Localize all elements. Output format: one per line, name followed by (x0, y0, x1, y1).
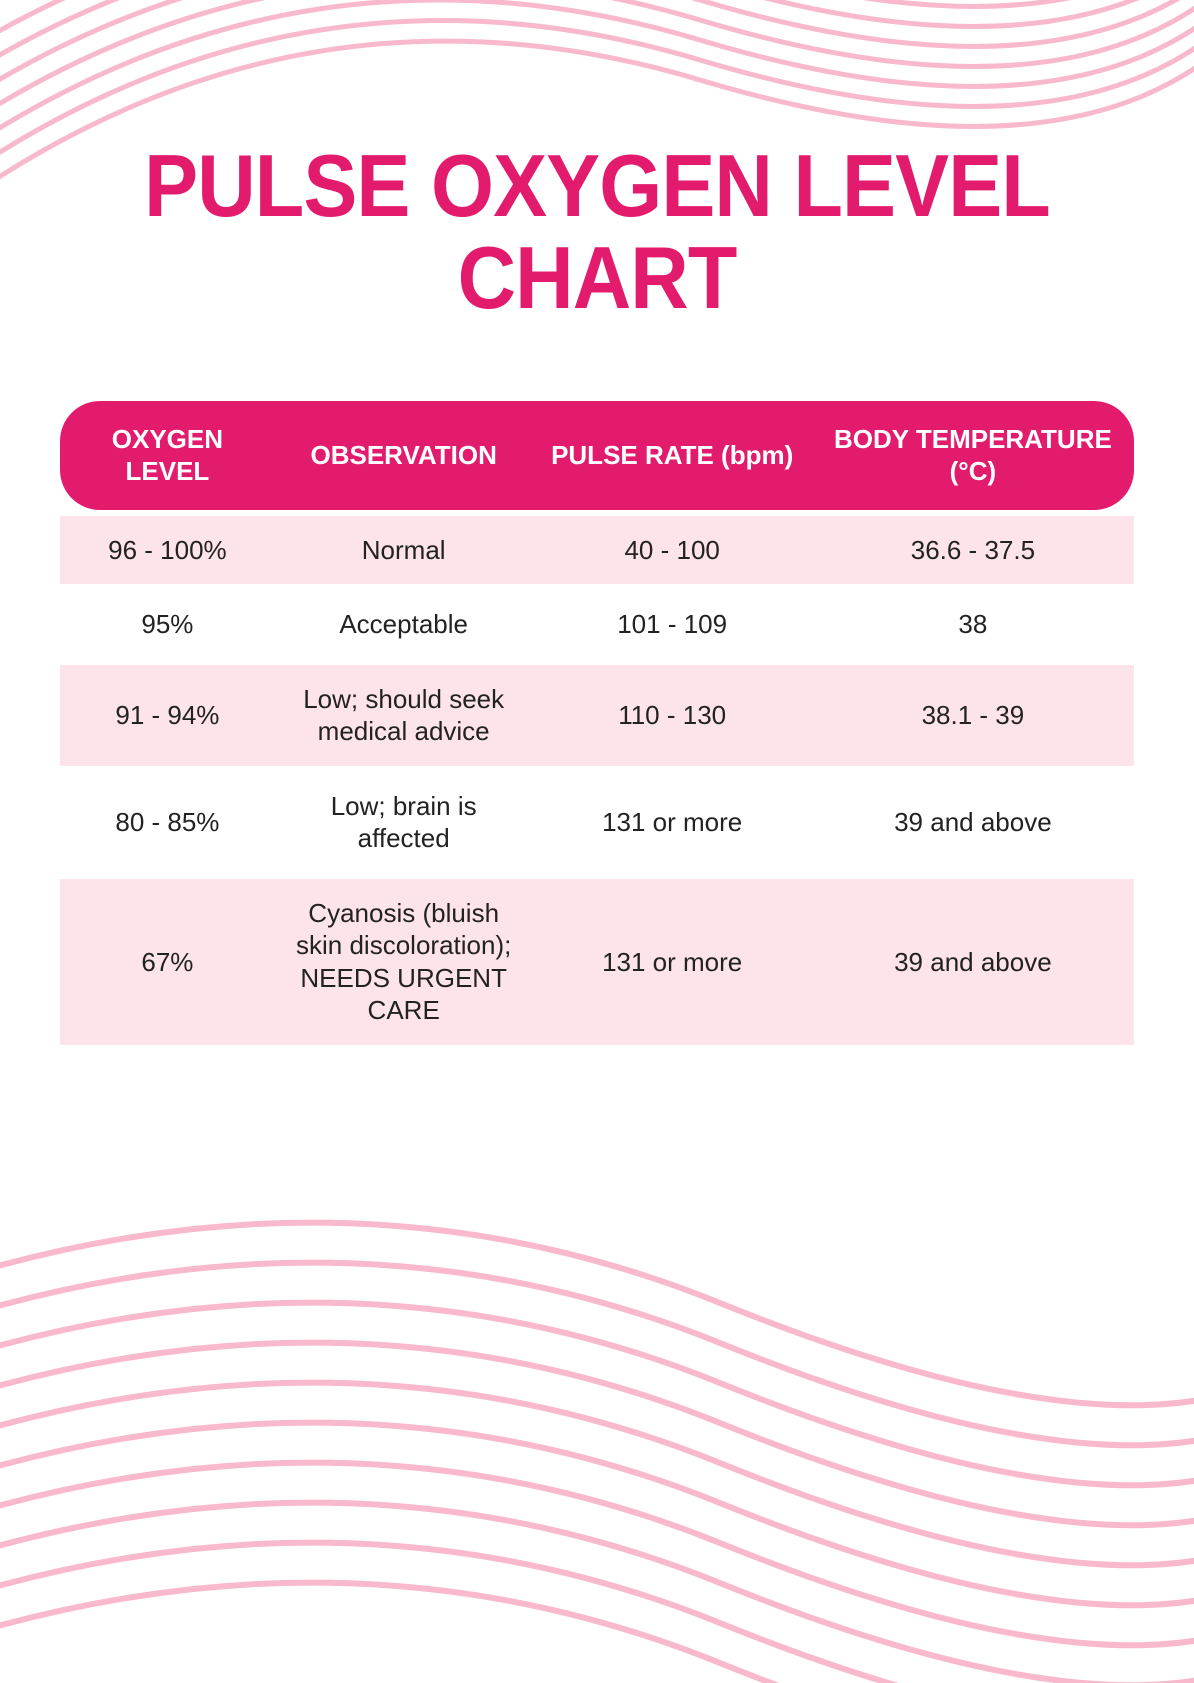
table-row: 67% Cyanosis (bluish skin discoloration)… (60, 879, 1134, 1045)
oxygen-level-table: OXYGEN LEVEL OBSERVATION PULSE RATE (bpm… (60, 395, 1134, 1051)
cell-pulse: 131 or more (533, 772, 812, 873)
cell-observation: Normal (275, 516, 533, 585)
cell-observation: Cyanosis (bluish skin discoloration); NE… (275, 879, 533, 1045)
cell-oxygen: 91 - 94% (60, 665, 275, 766)
table-row: 80 - 85% Low; brain is affected 131 or m… (60, 772, 1134, 873)
table-header-row: OXYGEN LEVEL OBSERVATION PULSE RATE (bpm… (60, 401, 1134, 510)
cell-oxygen: 80 - 85% (60, 772, 275, 873)
col-header-temperature: BODY TEMPERATURE (°C) (812, 401, 1134, 510)
table-row: 91 - 94% Low; should seek medical advice… (60, 665, 1134, 766)
cell-temperature: 39 and above (812, 772, 1134, 873)
cell-pulse: 40 - 100 (533, 516, 812, 585)
cell-pulse: 101 - 109 (533, 590, 812, 659)
cell-pulse: 110 - 130 (533, 665, 812, 766)
table-row: 96 - 100% Normal 40 - 100 36.6 - 37.5 (60, 516, 1134, 585)
table-row: 95% Acceptable 101 - 109 38 (60, 590, 1134, 659)
cell-temperature: 38.1 - 39 (812, 665, 1134, 766)
cell-observation: Low; brain is affected (275, 772, 533, 873)
cell-temperature: 36.6 - 37.5 (812, 516, 1134, 585)
cell-observation: Acceptable (275, 590, 533, 659)
cell-oxygen: 67% (60, 879, 275, 1045)
cell-temperature: 38 (812, 590, 1134, 659)
cell-oxygen: 96 - 100% (60, 516, 275, 585)
page-title: PULSE OXYGEN LEVEL CHART (103, 140, 1091, 325)
table-body: 96 - 100% Normal 40 - 100 36.6 - 37.5 95… (60, 516, 1134, 1045)
cell-oxygen: 95% (60, 590, 275, 659)
col-header-oxygen: OXYGEN LEVEL (60, 401, 275, 510)
col-header-pulse: PULSE RATE (bpm) (533, 401, 812, 510)
decorative-waves-bottom (0, 1163, 1194, 1683)
cell-observation: Low; should seek medical advice (275, 665, 533, 766)
cell-pulse: 131 or more (533, 879, 812, 1045)
col-header-observation: OBSERVATION (275, 401, 533, 510)
cell-temperature: 39 and above (812, 879, 1134, 1045)
